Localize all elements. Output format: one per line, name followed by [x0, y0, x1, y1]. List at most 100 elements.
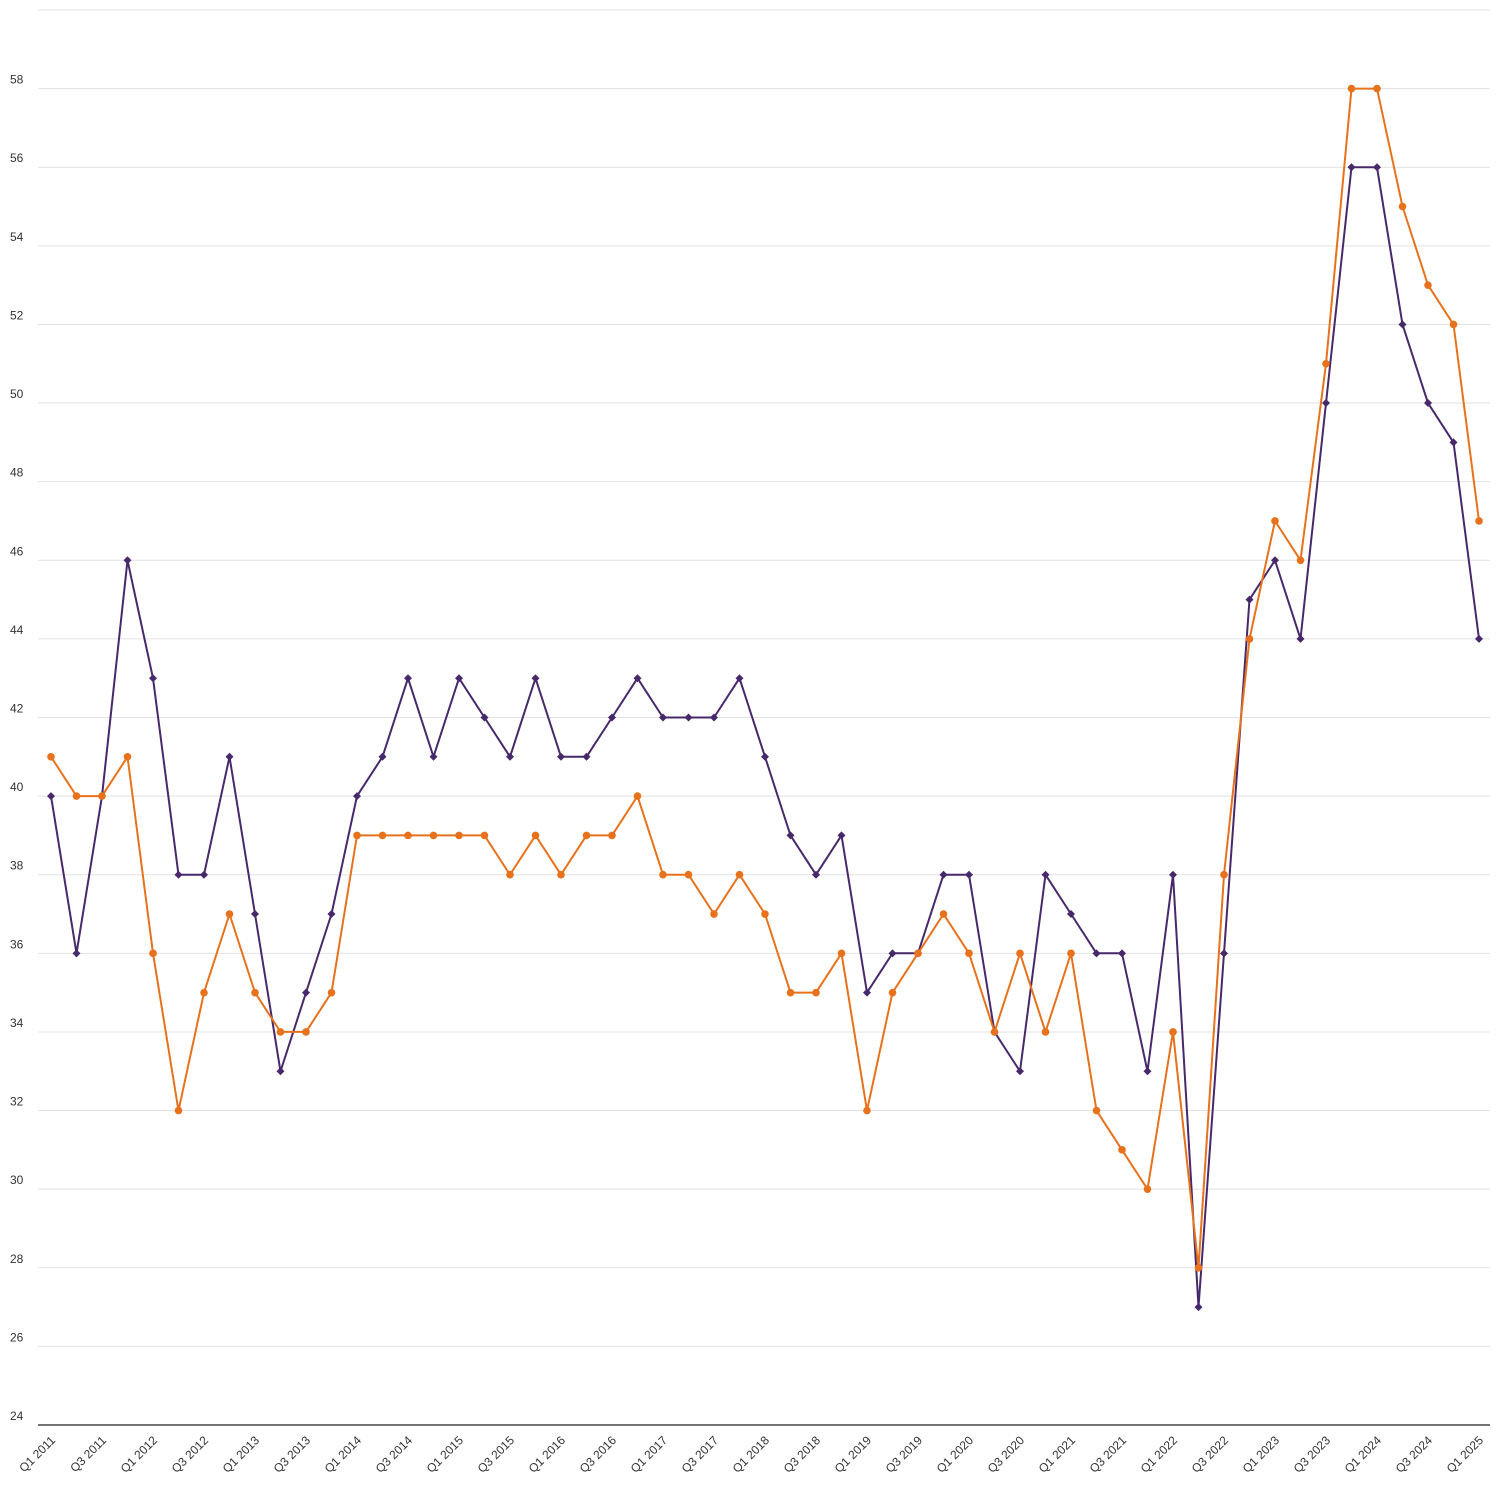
series-2-point [1016, 949, 1024, 958]
series-1-point [1347, 163, 1356, 172]
x-tick-label: Q1 2024 [1342, 1433, 1385, 1476]
series-lines [47, 84, 1483, 1312]
series-2-point [327, 988, 336, 997]
x-tick-label: Q3 2021 [1087, 1433, 1130, 1476]
x-tick-label: Q3 2018 [781, 1433, 824, 1476]
series-1-point [1092, 949, 1101, 958]
series-2-point [659, 870, 667, 879]
y-tick-label: 30 [10, 1173, 24, 1187]
series-1-point [302, 988, 310, 997]
x-tick-label: Q1 2020 [934, 1433, 977, 1476]
series-2-point [939, 910, 948, 918]
y-tick-label: 24 [10, 1409, 24, 1423]
series-2-point [888, 988, 897, 997]
x-tick-label: Q3 2020 [985, 1433, 1028, 1476]
series-2-point [353, 831, 361, 840]
x-tick-label: Q1 2018 [730, 1433, 773, 1476]
x-tick-label: Q1 2025 [1444, 1433, 1487, 1476]
series-1-point [123, 556, 132, 565]
series-1-point [72, 949, 81, 958]
series-2-point [1398, 202, 1407, 211]
x-tick-label: Q1 2011 [16, 1433, 58, 1475]
series-2-point [582, 831, 591, 840]
series-2-point [1067, 949, 1075, 958]
x-tick-label: Q1 2013 [220, 1433, 263, 1476]
series-2-point [251, 988, 259, 997]
series-2-point [684, 870, 693, 879]
series-1-point [735, 674, 744, 683]
series-2-point [1296, 556, 1305, 565]
series-1-point [939, 870, 948, 879]
series-1-point [888, 949, 897, 958]
series-1-point [812, 870, 820, 879]
x-tick-label: Q3 2014 [373, 1433, 416, 1476]
series-2-point [1143, 1185, 1152, 1193]
series-2-point [98, 792, 106, 800]
series-1-point [47, 792, 55, 801]
series-2-point [837, 949, 846, 958]
y-tick-label: 54 [10, 230, 24, 244]
x-tick-label: Q3 2019 [883, 1433, 926, 1476]
series-2-point [1347, 84, 1356, 93]
x-tick-label: Q1 2016 [526, 1433, 569, 1476]
x-tick-label: Q3 2013 [271, 1433, 314, 1476]
x-tick-label: Q1 2021 [1036, 1433, 1079, 1476]
series-1-point [1322, 399, 1330, 408]
x-tick-label: Q1 2015 [424, 1433, 467, 1476]
series-1-point [582, 752, 591, 761]
series-2-point [735, 870, 744, 879]
y-tick-label: 26 [10, 1330, 24, 1344]
series-2-point [1220, 870, 1228, 879]
y-tick-label: 46 [10, 544, 24, 558]
series-1-point [480, 713, 489, 722]
series-1-point [455, 674, 463, 683]
gridlines [38, 9, 1490, 1347]
series-1-point [837, 831, 846, 840]
series-2 [47, 84, 1483, 1272]
y-tick-label: 28 [10, 1252, 24, 1266]
series-2-point [1424, 281, 1432, 289]
series-2-point [72, 792, 81, 800]
series-2-point [174, 1106, 183, 1115]
series-2-point [608, 831, 616, 840]
series-1-point [174, 870, 183, 879]
x-tick-label: Q1 2017 [628, 1433, 671, 1476]
series-2-point [1194, 1263, 1203, 1272]
series-1-point [506, 752, 514, 761]
series-2-point [47, 753, 55, 761]
series-2-point [1041, 1028, 1050, 1036]
x-axis-tick-labels: Q1 2011 Q3 2011 Q1 2012 Q3 2012 Q1 2013 Q3 20… [16, 1433, 1486, 1476]
series-1-point [965, 870, 973, 879]
x-tick-label: Q1 2022 [1138, 1433, 1181, 1476]
series-1-point [1449, 438, 1458, 447]
series-2-point [1169, 1028, 1177, 1036]
series-1-point [659, 713, 667, 722]
x-tick-label: Q1 2019 [832, 1433, 875, 1476]
series-1-point [1271, 556, 1279, 565]
series-1-point [429, 752, 438, 761]
series-1-point [1475, 634, 1483, 643]
series-1-point [1194, 1303, 1203, 1312]
y-tick-label: 44 [10, 623, 24, 637]
y-tick-label: 42 [10, 702, 24, 716]
series-1-point [1424, 399, 1432, 408]
series-2-point [1092, 1106, 1101, 1115]
series-1-point [863, 988, 871, 997]
series-1-point [710, 713, 718, 722]
y-tick-label: 38 [10, 859, 24, 873]
series-1-point [557, 752, 565, 761]
series-1-point [684, 713, 693, 722]
series-1-point [761, 752, 769, 761]
series-2-point [455, 831, 463, 840]
series-2-point [123, 753, 132, 761]
y-tick-label: 40 [10, 780, 24, 794]
y-tick-label: 56 [10, 151, 24, 165]
series-1-point [1245, 595, 1254, 604]
y-tick-label: 32 [10, 1095, 24, 1109]
series-1 [47, 163, 1483, 1312]
series-2-point [480, 831, 489, 840]
series-2-point [1449, 320, 1458, 329]
series-2-point [1322, 359, 1330, 368]
series-1-line [50, 166, 1480, 1309]
